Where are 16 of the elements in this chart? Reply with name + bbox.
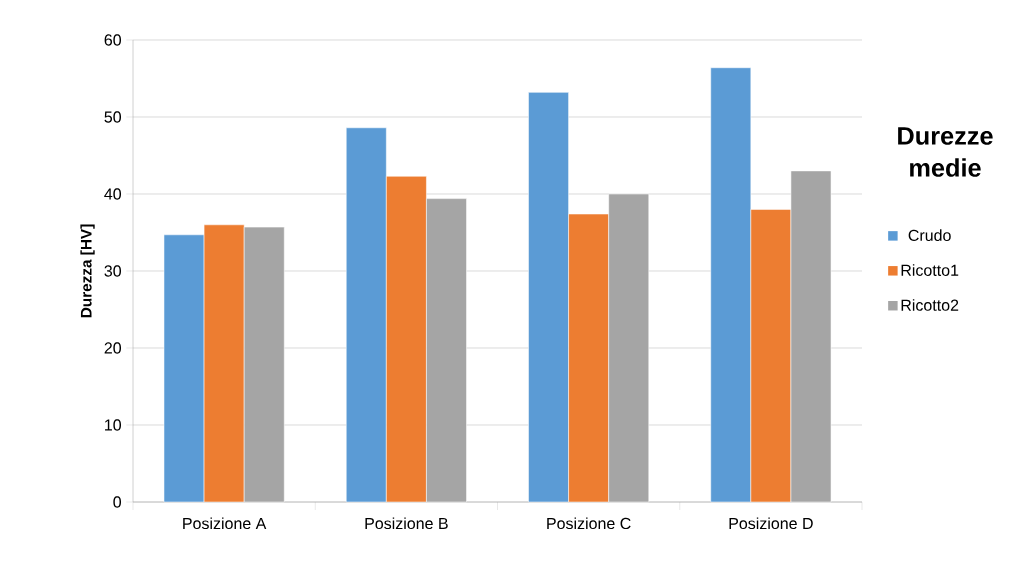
- text: Durezze medie: [898, 127, 993, 177]
- legend-label: Ricotto1: [901, 264, 959, 276]
- y-tick-label: 50: [104, 111, 122, 123]
- y-tick-label: 10: [105, 419, 122, 431]
- y-tick-label: 0: [113, 496, 122, 508]
- x-tick-label: Posizione B: [365, 517, 448, 530]
- x-tick-label: Posizione D: [729, 517, 813, 530]
- y-tick-label: 60: [104, 34, 122, 46]
- x-tick-label: Posizione A: [183, 517, 267, 530]
- x-tick-label: Posizione C: [547, 517, 631, 530]
- y-tick-label: 40: [104, 188, 122, 200]
- y-axis-title: Durezza [HV]: [80, 224, 95, 318]
- y-tick-label: 20: [104, 342, 122, 354]
- legend-label: Ricotto2: [901, 299, 959, 311]
- legend-label: Crudo: [908, 229, 951, 242]
- y-tick-label: 30: [104, 265, 122, 277]
